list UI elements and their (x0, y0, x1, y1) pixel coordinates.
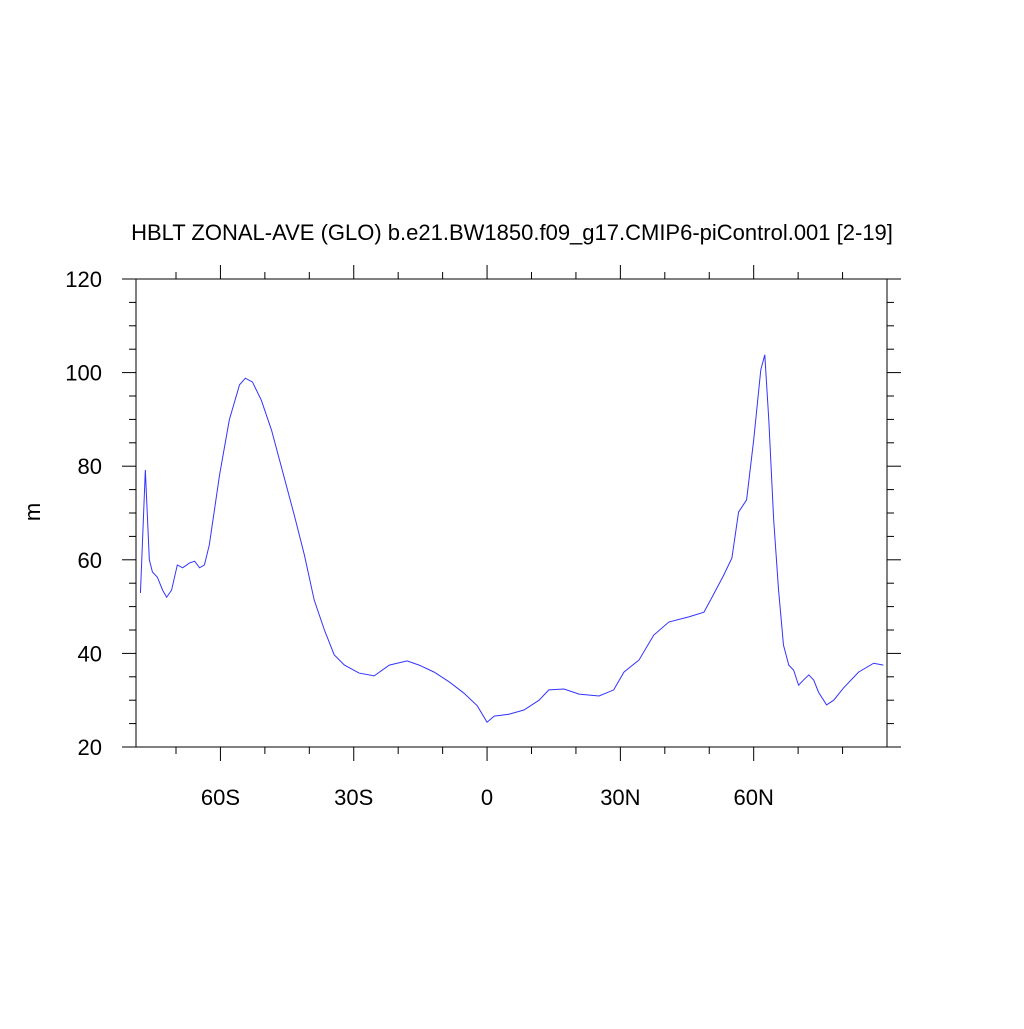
y-axis-label: m (20, 503, 45, 521)
x-tick-label: 30S (334, 785, 373, 810)
y-tick-label: 80 (78, 454, 102, 479)
y-tick-label: 20 (78, 735, 102, 760)
y-tick-label: 120 (65, 267, 102, 292)
data-line (139, 354, 884, 723)
y-tick-label: 60 (78, 548, 102, 573)
x-tick-label: 60N (734, 785, 774, 810)
x-tick-label: 60S (201, 785, 240, 810)
y-tick-label: 40 (78, 641, 102, 666)
chart-title: HBLT ZONAL-AVE (GLO) b.e21.BW1850.f09_g1… (131, 220, 893, 245)
y-tick-label: 100 (65, 361, 102, 386)
x-tick-label: 30N (600, 785, 640, 810)
plot-frame (135, 278, 888, 748)
x-tick-label: 0 (481, 785, 493, 810)
